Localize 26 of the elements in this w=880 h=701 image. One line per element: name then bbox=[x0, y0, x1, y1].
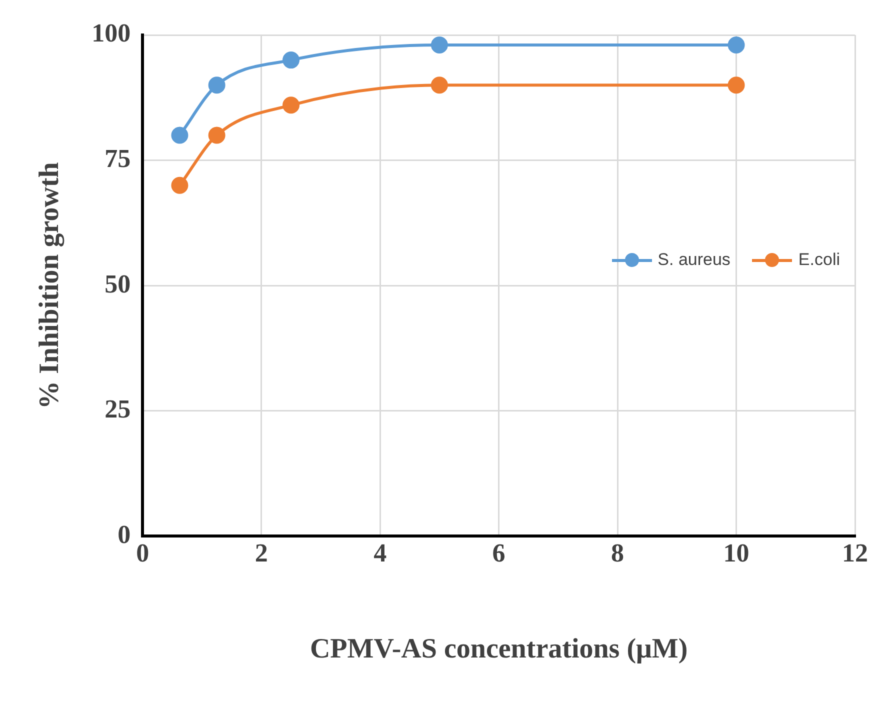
y-tick-label: 75 bbox=[104, 144, 131, 174]
x-tick-label: 2 bbox=[254, 538, 268, 568]
x-tick-label: 0 bbox=[136, 538, 150, 568]
x-tick-label: 8 bbox=[611, 538, 624, 568]
point bbox=[208, 126, 226, 144]
legend-label: E.coli bbox=[798, 250, 840, 270]
point bbox=[171, 126, 188, 144]
y-tick-label: 100 bbox=[92, 18, 131, 48]
point bbox=[728, 76, 745, 94]
point bbox=[208, 76, 226, 94]
x-tick-label: 6 bbox=[492, 538, 506, 568]
point bbox=[171, 176, 188, 194]
y-tick-label: 25 bbox=[104, 394, 131, 424]
legend-label: S. aureus bbox=[658, 250, 730, 270]
y-axis-title: % Inhibition growth bbox=[34, 162, 66, 410]
point bbox=[728, 36, 745, 54]
point bbox=[430, 36, 448, 54]
x-tick-label: 10 bbox=[723, 538, 750, 568]
x-axis-title: CPMV-AS concentrations (μM) bbox=[310, 633, 688, 664]
x-tick-label: 12 bbox=[842, 538, 868, 568]
point bbox=[282, 52, 300, 69]
point bbox=[430, 76, 448, 94]
y-tick-label: 50 bbox=[104, 269, 131, 298]
x-tick-label: 4 bbox=[374, 538, 387, 568]
point bbox=[282, 96, 300, 114]
y-tick-label: 0 bbox=[118, 520, 131, 549]
